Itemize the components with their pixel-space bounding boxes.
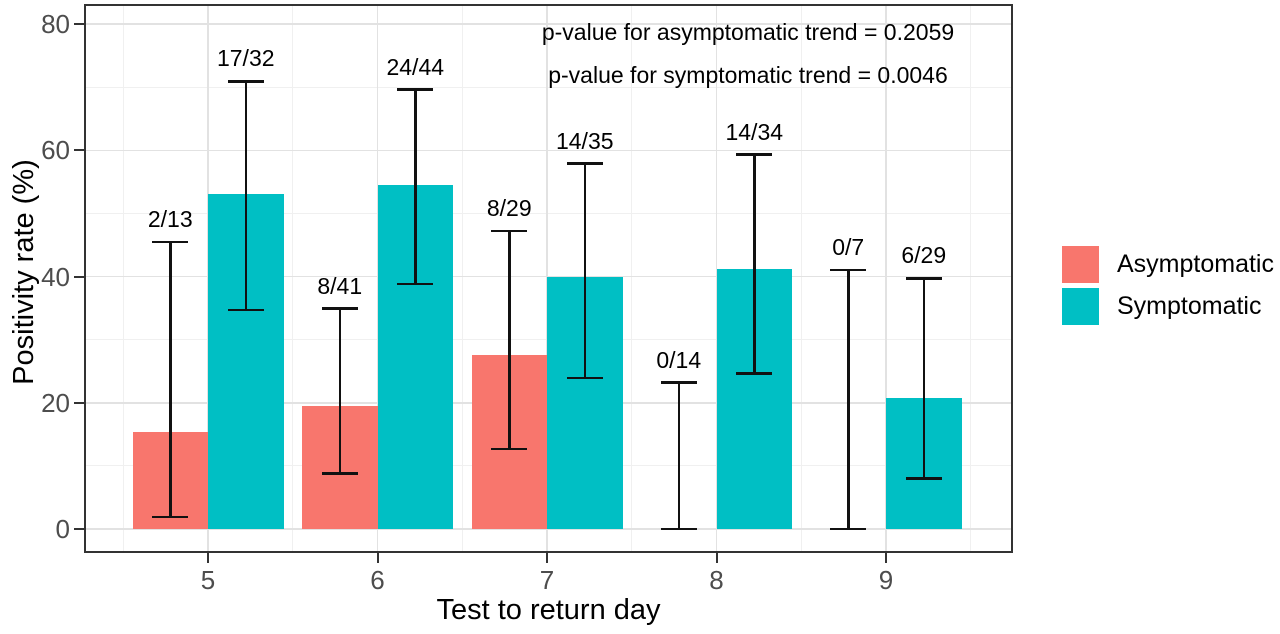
gridline-x-minor-2: [461, 4, 463, 553]
errorbar-cap-top-symptomatic-day-6: [397, 88, 434, 91]
gridline-y-major-80: [84, 23, 1013, 25]
y-tick-label-40: 40: [41, 261, 70, 292]
errorbar-cap-bottom-symptomatic-day-9: [905, 477, 942, 480]
errorbar-line-symptomatic-day-7: [583, 163, 586, 379]
gridline-y-minor-70: [84, 86, 1013, 88]
gridline-x-major-9: [885, 4, 887, 553]
bar-label-symptomatic-day-6: 24/44: [386, 53, 445, 80]
errorbar-cap-bottom-asymptomatic-day-6: [321, 472, 358, 475]
y-tick-label-80: 80: [41, 9, 70, 39]
errorbar-cap-bottom-asymptomatic-day-8: [660, 527, 697, 531]
bar-label-asymptomatic-day-9: 0/7: [832, 234, 865, 261]
y-tick-40: [74, 275, 84, 278]
errorbar-cap-top-symptomatic-day-8: [736, 153, 773, 156]
y-tick-label-0: 0: [55, 514, 70, 544]
legend-swatch-asymptomatic-icon: [1062, 246, 1099, 283]
errorbar-line-symptomatic-day-8: [753, 154, 756, 374]
y-tick-80: [74, 23, 84, 25]
gridline-x-minor-3: [631, 4, 633, 553]
legend-item-asymptomatic: Asymptomatic: [1062, 246, 1274, 283]
y-tick-label-60: 60: [41, 135, 70, 166]
errorbar-cap-top-symptomatic-day-5: [227, 80, 264, 83]
x-axis-title: Test to return day: [436, 594, 661, 626]
errorbar-cap-bottom-symptomatic-day-7: [566, 376, 603, 380]
annotation-pvalue-asymptomatic: p-value for asymptomatic trend = 0.2059: [541, 19, 955, 45]
x-tick-label-6: 6: [370, 565, 385, 595]
errorbar-line-asymptomatic-day-6: [338, 308, 341, 474]
x-tick-8: [715, 553, 718, 563]
errorbar-cap-bottom-symptomatic-day-8: [736, 372, 773, 375]
legend: Asymptomatic Symptomatic: [1062, 246, 1274, 330]
errorbar-cap-bottom-asymptomatic-day-5: [152, 515, 189, 519]
gridline-x-minor-5: [970, 4, 972, 553]
legend-label-symptomatic: Symptomatic: [1117, 292, 1262, 320]
errorbar-cap-top-asymptomatic-day-9: [830, 268, 867, 272]
x-tick-7: [546, 553, 548, 563]
x-tick-label-5: 5: [200, 565, 216, 595]
x-tick-6: [376, 553, 379, 563]
errorbar-line-symptomatic-day-6: [414, 89, 417, 285]
y-tick-20: [74, 401, 84, 404]
x-tick-label-7: 7: [539, 565, 555, 595]
errorbar-cap-bottom-asymptomatic-day-7: [491, 447, 528, 451]
errorbar-cap-top-asymptomatic-day-8: [660, 381, 697, 384]
bar-label-asymptomatic-day-8: 0/14: [656, 346, 702, 373]
errorbar-cap-top-symptomatic-day-7: [566, 162, 603, 165]
x-tick-label-8: 8: [709, 565, 724, 595]
x-tick-9: [885, 553, 887, 563]
bar-label-symptomatic-day-5: 17/32: [216, 45, 275, 72]
errorbar-line-asymptomatic-day-7: [508, 231, 511, 449]
errorbar-cap-top-asymptomatic-day-7: [491, 229, 528, 233]
gridline-y-major-0: [84, 528, 1013, 530]
gridline-y-minor-50: [84, 212, 1013, 214]
y-tick-0: [74, 528, 84, 530]
errorbar-cap-bottom-symptomatic-day-5: [227, 308, 264, 312]
errorbar-cap-top-symptomatic-day-9: [905, 277, 942, 280]
x-tick-label-9: 9: [878, 565, 894, 595]
y-tick-label-20: 20: [41, 387, 70, 418]
bar-label-asymptomatic-day-6: 8/41: [317, 272, 363, 299]
gridline-x-minor-0: [122, 4, 124, 553]
bar-label-symptomatic-day-9: 6/29: [901, 242, 947, 269]
legend-swatch-symptomatic-icon: [1062, 288, 1099, 325]
x-tick-5: [207, 553, 209, 563]
bar-label-asymptomatic-day-5: 2/13: [147, 205, 193, 232]
annotation-pvalue-symptomatic: p-value for symptomatic trend = 0.0046: [548, 62, 948, 88]
legend-item-symptomatic: Symptomatic: [1062, 288, 1274, 325]
plot-panel: p-value for asymptomatic trend = 0.2059 …: [84, 4, 1013, 553]
bar-label-asymptomatic-day-7: 8/29: [486, 195, 532, 222]
errorbar-cap-top-asymptomatic-day-6: [321, 307, 358, 310]
bar-label-symptomatic-day-8: 14/34: [725, 118, 784, 145]
gridline-x-minor-4: [800, 4, 802, 553]
bar-label-symptomatic-day-7: 14/35: [555, 127, 614, 154]
errorbar-cap-top-asymptomatic-day-5: [152, 240, 189, 244]
legend-label-asymptomatic: Asymptomatic: [1117, 250, 1274, 278]
gridline-x-minor-1: [292, 4, 294, 553]
errorbar-cap-bottom-asymptomatic-day-9: [830, 527, 867, 531]
y-tick-60: [74, 149, 84, 152]
gridline-y-major-60: [84, 149, 1013, 151]
errorbar-line-asymptomatic-day-8: [677, 382, 680, 529]
errorbar-line-asymptomatic-day-9: [847, 270, 850, 529]
errorbar-cap-bottom-symptomatic-day-6: [397, 282, 434, 286]
errorbar-line-asymptomatic-day-5: [169, 241, 172, 517]
errorbar-line-symptomatic-day-9: [922, 278, 925, 479]
errorbar-line-symptomatic-day-5: [244, 81, 247, 310]
